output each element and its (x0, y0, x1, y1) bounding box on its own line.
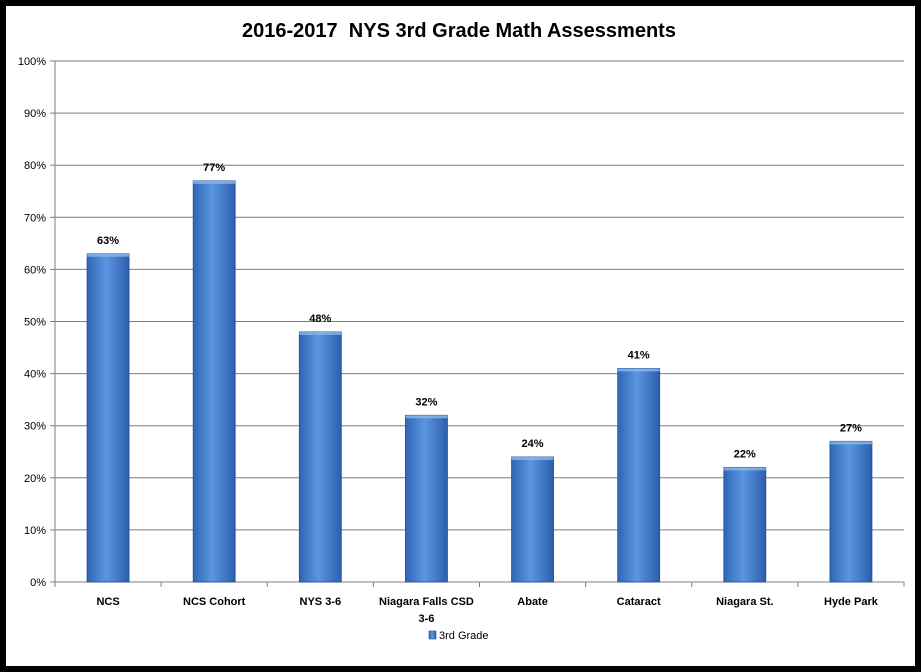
bar (829, 440, 873, 583)
x-category-label: NCS (96, 596, 119, 608)
y-tick-label: 80% (24, 160, 46, 172)
bar-top (193, 180, 236, 184)
data-label: 41% (628, 349, 650, 361)
data-label: 63% (97, 235, 119, 247)
y-tick-label: 90% (24, 108, 46, 120)
bar-top (723, 467, 766, 471)
x-category-label: NYS 3-6 (300, 596, 342, 608)
y-tick-label: 60% (24, 264, 46, 276)
bar-top (87, 253, 130, 257)
x-category-label: Niagara Falls CSD (379, 596, 474, 608)
bars (86, 180, 873, 583)
x-category-label: Abate (517, 596, 548, 608)
y-tick-label: 40% (24, 369, 46, 381)
data-label: 32% (415, 396, 437, 408)
data-label: 48% (309, 313, 331, 325)
gridlines (55, 60, 904, 531)
y-tick-label: 10% (24, 525, 46, 537)
bar-top (617, 368, 660, 372)
x-category-label: Hyde Park (824, 596, 879, 608)
chart-frame: 2016-2017 NYS 3rd Grade Math Assessments… (6, 6, 915, 666)
y-tick-label: 70% (24, 212, 46, 224)
data-label: 22% (734, 448, 756, 460)
bar (192, 180, 236, 583)
y-tick-label: 20% (24, 473, 46, 485)
x-category-label: Cataract (617, 596, 661, 608)
data-label: 24% (522, 438, 544, 450)
bar (86, 253, 130, 583)
data-label: 77% (203, 162, 225, 174)
x-category-label: Niagara St. (716, 596, 773, 608)
data-label: 27% (840, 422, 862, 434)
bar (511, 456, 554, 583)
y-tick-label: 50% (24, 317, 46, 329)
bar-top (829, 441, 872, 445)
y-tick-label: 30% (24, 421, 46, 433)
bar-chart: 2016-2017 NYS 3rd Grade Math Assessments… (18, 20, 905, 642)
bar (405, 414, 448, 583)
x-category-label: 3-6 (418, 613, 434, 625)
legend-swatch (428, 630, 437, 640)
bar (298, 331, 342, 583)
legend-label: 3rd Grade (439, 630, 489, 642)
bar-top (405, 415, 448, 419)
y-tick-label: 100% (18, 56, 46, 68)
y-tick-label: 0% (30, 577, 46, 589)
labels: 0% 10% 20% 30% 40% 50% 60% 70% 80% 90% 100% 63% NCS 7… (18, 56, 879, 625)
bar-top (511, 456, 554, 460)
bar (617, 367, 661, 583)
legend: 3rd Grade (428, 630, 489, 642)
axes (50, 60, 905, 587)
bar-top (299, 331, 342, 335)
chart-title: 2016-2017 NYS 3rd Grade Math Assessments (242, 20, 676, 42)
x-category-label: NCS Cohort (183, 596, 246, 608)
bar (723, 466, 767, 583)
